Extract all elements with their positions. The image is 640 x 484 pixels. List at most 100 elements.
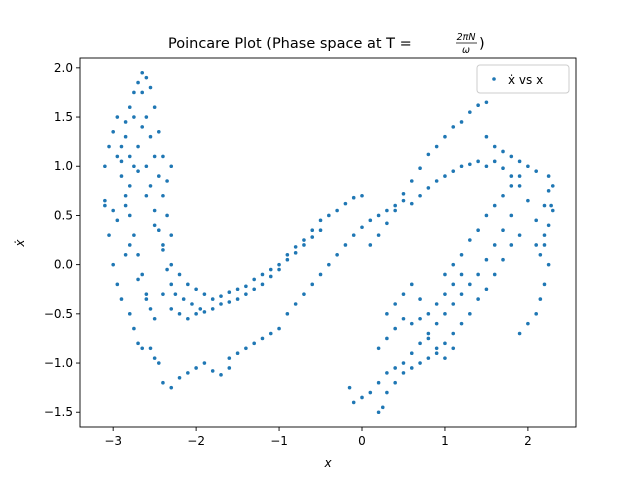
scatter-point (451, 346, 456, 351)
scatter-point (140, 90, 145, 95)
scatter-point (165, 179, 169, 183)
scatter-point (210, 297, 215, 301)
legend: ẋ vs x (476, 64, 570, 94)
scatter-point (484, 164, 489, 169)
scatter-point (459, 164, 464, 169)
x-tick-label: −3 (104, 434, 122, 448)
chart-title-frac-denominator: ω (462, 45, 470, 56)
scatter-point (111, 130, 115, 134)
scatter-point (459, 292, 464, 296)
legend-label: ẋ vs x (508, 73, 543, 87)
scatter-point (107, 233, 111, 237)
scatter-point (538, 253, 543, 257)
scatter-point (165, 267, 169, 272)
scatter-point (227, 356, 232, 360)
scatter-point (501, 228, 505, 232)
scatter-point (443, 272, 447, 277)
scatter-point (148, 346, 153, 351)
scatter-point (484, 134, 489, 139)
scatter-point (418, 316, 422, 321)
scatter-point (132, 233, 136, 237)
scatter-point (451, 302, 456, 306)
scatter-point (550, 208, 555, 213)
scatter-point (115, 282, 120, 287)
scatter-point (385, 221, 389, 226)
scatter-point (161, 248, 165, 252)
scatter-point (368, 243, 373, 247)
scatter-point (136, 80, 140, 85)
scatter-point (385, 312, 389, 316)
scatter-point (152, 356, 157, 360)
scatter-point (169, 233, 174, 237)
scatter-point (409, 201, 414, 206)
scatter-point (393, 380, 397, 385)
scatter-point (144, 75, 149, 80)
scatter-point (244, 284, 248, 289)
scatter-point (227, 290, 232, 294)
scatter-point (132, 90, 136, 95)
scatter-point (409, 179, 414, 183)
scatter-point (123, 120, 128, 124)
scatter-point (136, 169, 140, 173)
scatter-point (227, 300, 232, 304)
scatter-point (351, 400, 356, 405)
scatter-point (501, 166, 505, 171)
scatter-point (235, 351, 240, 356)
scatter-point (169, 164, 174, 169)
scatter-point (434, 321, 439, 326)
scatter-point (401, 316, 406, 321)
scatter-point (277, 267, 281, 272)
scatter-point (144, 292, 149, 296)
scatter-point (546, 262, 551, 267)
scatter-point (244, 292, 248, 296)
scatter-point (302, 238, 306, 242)
scatter-point (157, 361, 161, 365)
scatter-point (343, 243, 348, 247)
scatter-point (459, 120, 464, 124)
scatter-point (186, 371, 190, 375)
scatter-point (393, 203, 397, 208)
scatter-point (177, 376, 182, 380)
scatter-point (310, 282, 315, 287)
scatter-point (418, 166, 422, 171)
scatter-point (318, 218, 323, 223)
scatter-point (132, 326, 136, 331)
scatter-point (385, 371, 389, 375)
scatter-point (468, 238, 472, 242)
scatter-point (426, 186, 431, 190)
scatter-point (140, 346, 145, 351)
plot-area-frame (79, 57, 577, 428)
legend-box (476, 64, 570, 94)
scatter-point (177, 272, 182, 277)
scatter-point (468, 282, 472, 287)
scatter-point (492, 272, 497, 277)
scatter-point (219, 373, 223, 377)
scatter-point (132, 115, 136, 119)
scatter-point (140, 272, 145, 277)
scatter-point (546, 189, 551, 193)
scatter-point (468, 110, 472, 114)
scatter-point (385, 390, 389, 395)
scatter-point (119, 297, 124, 301)
scatter-point (136, 277, 140, 282)
x-tick-label: −2 (187, 434, 205, 448)
scatter-point (476, 103, 480, 108)
scatter-points (103, 70, 555, 415)
scatter-point (393, 302, 397, 306)
scatter-point (484, 213, 489, 218)
scatter-point (144, 115, 149, 119)
scatter-point (123, 203, 128, 208)
scatter-point (451, 282, 456, 287)
scatter-point (434, 351, 439, 356)
scatter-point (409, 351, 414, 356)
scatter-point (376, 213, 381, 218)
scatter-point (492, 144, 497, 149)
scatter-point (161, 243, 165, 247)
scatter-point (123, 193, 128, 198)
chart-title-prefix: Poincare Plot (Phase space at T = (168, 36, 412, 52)
scatter-point (376, 380, 381, 385)
scatter-point (277, 262, 281, 267)
scatter-point (542, 243, 547, 247)
scatter-point (509, 184, 514, 188)
